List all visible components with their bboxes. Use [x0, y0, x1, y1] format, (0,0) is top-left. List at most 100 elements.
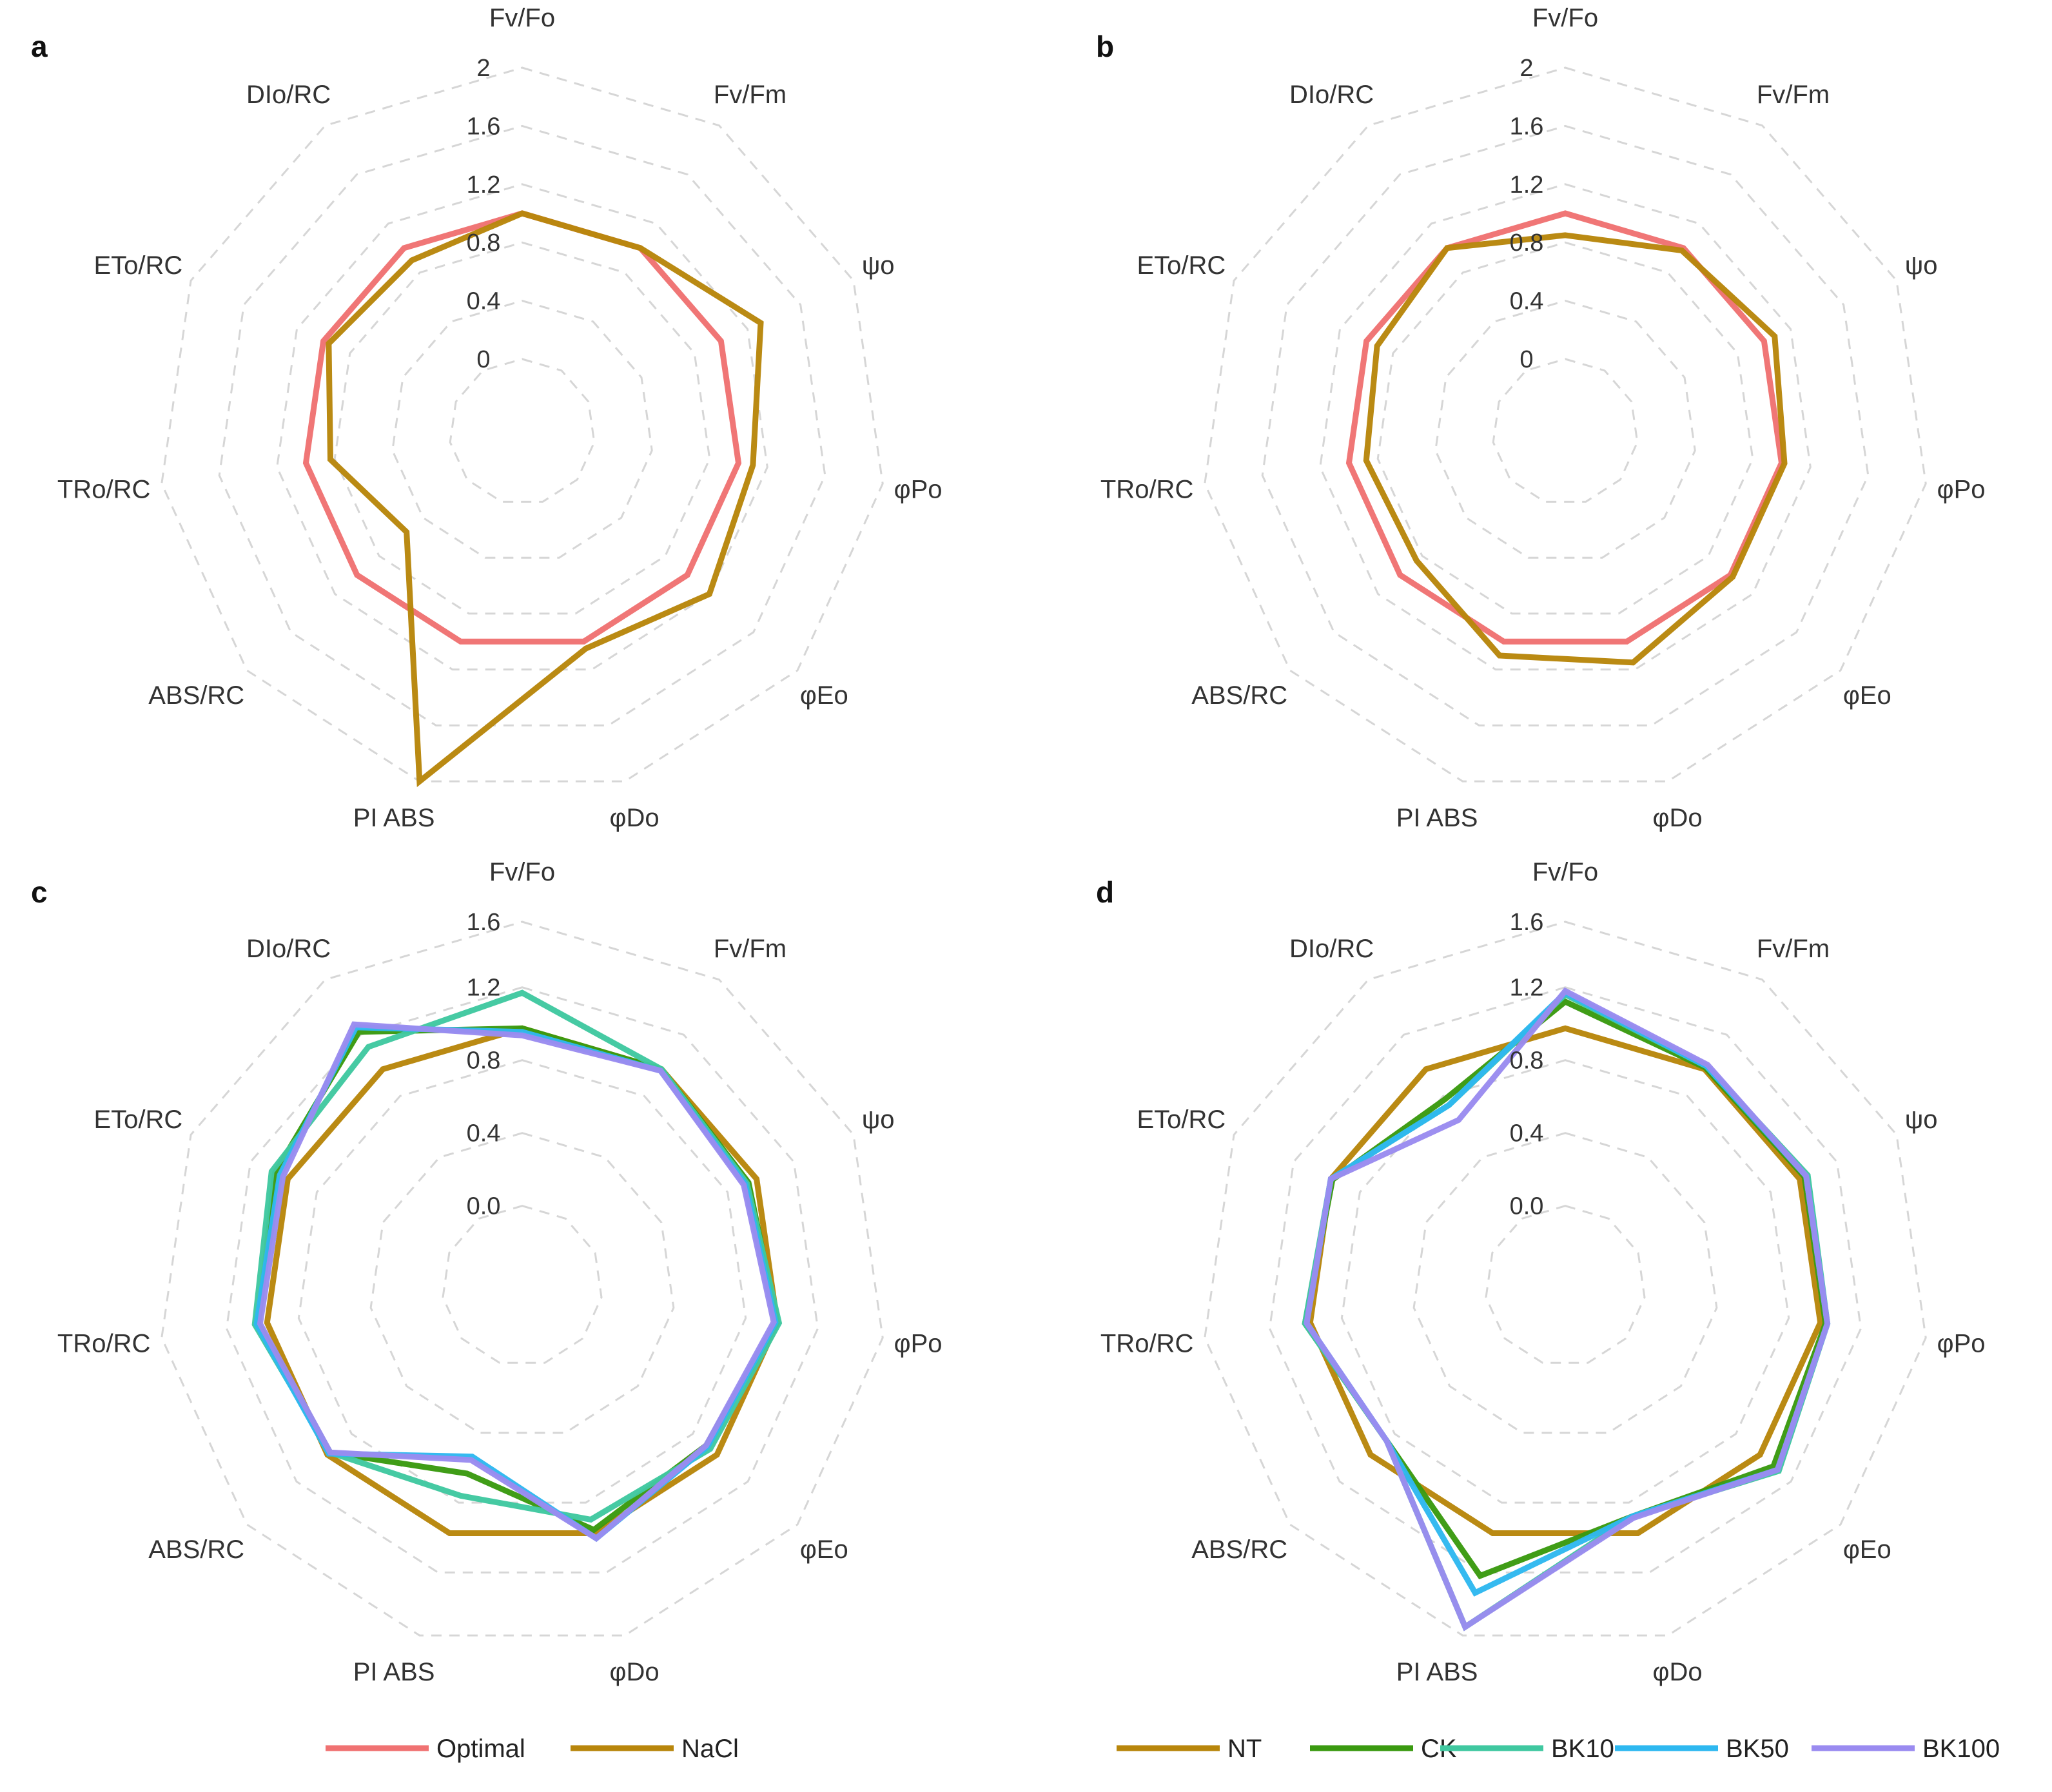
grid-ring-3	[276, 183, 768, 671]
series-optimal-line	[1345, 210, 1785, 645]
axis-label-tro-rc: TRo/RC	[57, 476, 150, 504]
axis-label-eto-rc: ETo/RC	[93, 1105, 182, 1134]
tick-label: 1.6	[467, 909, 501, 936]
axis-label-phipo: φPo	[894, 476, 943, 504]
series-nt-line	[1307, 1025, 1824, 1536]
axis-label-pi-abs: PI ABS	[1396, 804, 1478, 832]
legend-optimal-nacl: Optimal NaCl	[326, 1735, 739, 1763]
tick-label: 0.0	[467, 1193, 501, 1220]
panel-label-a: a	[31, 30, 48, 63]
axis-label-phido: φDo	[610, 804, 660, 832]
axis-label-abs-rc: ABS/RC	[148, 1535, 244, 1564]
tick-label: 1.2	[1510, 975, 1544, 1002]
axis-label-phipo: φPo	[1937, 1330, 1986, 1358]
axis-label-tro-rc: TRo/RC	[57, 1330, 150, 1358]
axis-label-fv-fo: Fv/Fo	[1532, 4, 1598, 32]
tick-label: 2	[476, 55, 490, 82]
axis-label-dio-rc: DIo/RC	[1289, 935, 1374, 963]
tick-label: 2	[1519, 55, 1533, 82]
tick-label: 0.0	[1510, 1193, 1544, 1220]
axis-label-dio-rc: DIo/RC	[1289, 81, 1374, 109]
axis-label-fv-fm: Fv/Fm	[714, 81, 787, 109]
tick-label: 0.4	[1510, 288, 1544, 315]
series-bk100-line	[1304, 987, 1831, 1631]
axis-label-dio-rc: DIo/RC	[246, 81, 331, 109]
radar-panel-d: d 0.0 0.4 0.8 1.2 1.6 Fv/Fo Fv/Fm ψo φPo φEo φDo PI …	[1096, 858, 1986, 1686]
series-ck-line	[1302, 998, 1829, 1580]
radar-panel-a: a 0 0.4 0.8 1.2 1.6 2 Fv/Fo Fv/Fm ψo φPo φEo φDo PI A…	[31, 4, 943, 832]
grid-ring-4	[218, 124, 826, 726]
axis-label-dio-rc: DIo/RC	[246, 935, 331, 963]
tick-label: 0	[476, 346, 490, 373]
axis-label-psio: ψo	[862, 1105, 895, 1134]
legend-label-optimal: Optimal	[436, 1735, 525, 1763]
grid-ring-1	[1412, 1132, 1718, 1434]
grid-ring-1	[1434, 300, 1696, 559]
series-nacl-line	[1363, 232, 1788, 666]
series-nt-line	[264, 1025, 781, 1536]
grid-ring-1	[369, 1132, 675, 1434]
axis-label-eto-rc: ETo/RC	[1137, 251, 1226, 280]
grid-ring-0	[1485, 1205, 1646, 1364]
grid-ring-5	[1204, 66, 1927, 783]
axis-label-fv-fm: Fv/Fm	[1757, 81, 1830, 109]
panel-label-d: d	[1096, 875, 1114, 909]
tick-label: 1.2	[1510, 171, 1544, 199]
grid-ring-1	[391, 300, 653, 559]
panel-label-b: b	[1096, 30, 1114, 63]
tick-label: 0.8	[467, 1047, 501, 1075]
axis-label-phieo: φEo	[800, 1535, 848, 1564]
tick-label: 0.8	[1510, 1047, 1544, 1075]
grid-ring-3	[225, 986, 819, 1573]
grid-ring-0	[449, 358, 596, 503]
legend-label-bk100: BK100	[1922, 1735, 2000, 1763]
axis-label-tro-rc: TRo/RC	[1100, 1330, 1193, 1358]
axis-label-psio: ψo	[1905, 1105, 1938, 1134]
axis-label-fv-fo: Fv/Fo	[1532, 858, 1598, 886]
axis-label-pi-abs: PI ABS	[1396, 1658, 1478, 1686]
axis-label-phipo: φPo	[1937, 476, 1986, 504]
axis-label-tro-rc: TRo/RC	[1100, 476, 1193, 504]
grid-ring-0	[1492, 358, 1639, 503]
axis-label-pi-abs: PI ABS	[353, 804, 435, 832]
axis-label-pi-abs: PI ABS	[353, 1658, 435, 1686]
axis-label-abs-rc: ABS/RC	[1191, 1535, 1287, 1564]
axis-label-abs-rc: ABS/RC	[148, 681, 244, 710]
radar-panel-c: c 0.0 0.4 0.8 1.2 1.6 Fv/Fo Fv/Fm ψo φPo φEo φDo PI …	[31, 858, 943, 1686]
tick-label: 1.2	[467, 171, 501, 199]
legend-label-bk50: BK50	[1726, 1735, 1789, 1763]
tick-label: 1.6	[1510, 113, 1544, 140]
tick-label: 0.4	[467, 1120, 501, 1147]
axis-label-eto-rc: ETo/RC	[93, 251, 182, 280]
radar-panel-b: b 0 0.4 0.8 1.2 1.6 2 Fv/Fo Fv/Fm ψo φPo φEo φDo PI A…	[1096, 4, 1986, 832]
axis-label-eto-rc: ETo/RC	[1137, 1105, 1226, 1134]
axis-label-phieo: φEo	[1843, 1535, 1891, 1564]
axis-label-fv-fo: Fv/Fo	[489, 858, 555, 886]
grid-ring-4	[1261, 124, 1870, 726]
axis-label-fv-fm: Fv/Fm	[1757, 935, 1830, 963]
grid-ring-2	[1376, 241, 1754, 615]
axis-label-fv-fo: Fv/Fo	[489, 4, 555, 32]
axis-label-psio: ψo	[862, 251, 895, 280]
axis-label-abs-rc: ABS/RC	[1191, 681, 1287, 710]
grid-ring-0	[442, 1205, 603, 1364]
tick-label: 0.8	[1510, 229, 1544, 257]
tick-label: 0.8	[467, 229, 501, 257]
axis-label-phipo: φPo	[894, 1330, 943, 1358]
axis-label-phido: φDo	[610, 1658, 660, 1686]
tick-label: 1.6	[467, 113, 501, 140]
series-bk100-line	[257, 1021, 777, 1543]
tick-label: 1.6	[1510, 909, 1544, 936]
tick-label: 0.4	[467, 288, 501, 315]
grid-ring-5	[161, 66, 884, 783]
legend-label-nt: NT	[1227, 1735, 1262, 1763]
legend-label-nacl: NaCl	[681, 1735, 739, 1763]
grid-ring-4	[1204, 920, 1927, 1637]
tick-label: 0.4	[1510, 1120, 1544, 1147]
axis-label-phieo: φEo	[800, 681, 848, 710]
panel-label-c: c	[31, 875, 48, 909]
legend-treatments: NT CK BK10 BK50 BK100	[1117, 1735, 2000, 1763]
axis-label-fv-fm: Fv/Fm	[714, 935, 787, 963]
axis-label-psio: ψo	[1905, 251, 1938, 280]
tick-label: 0	[1519, 346, 1533, 373]
